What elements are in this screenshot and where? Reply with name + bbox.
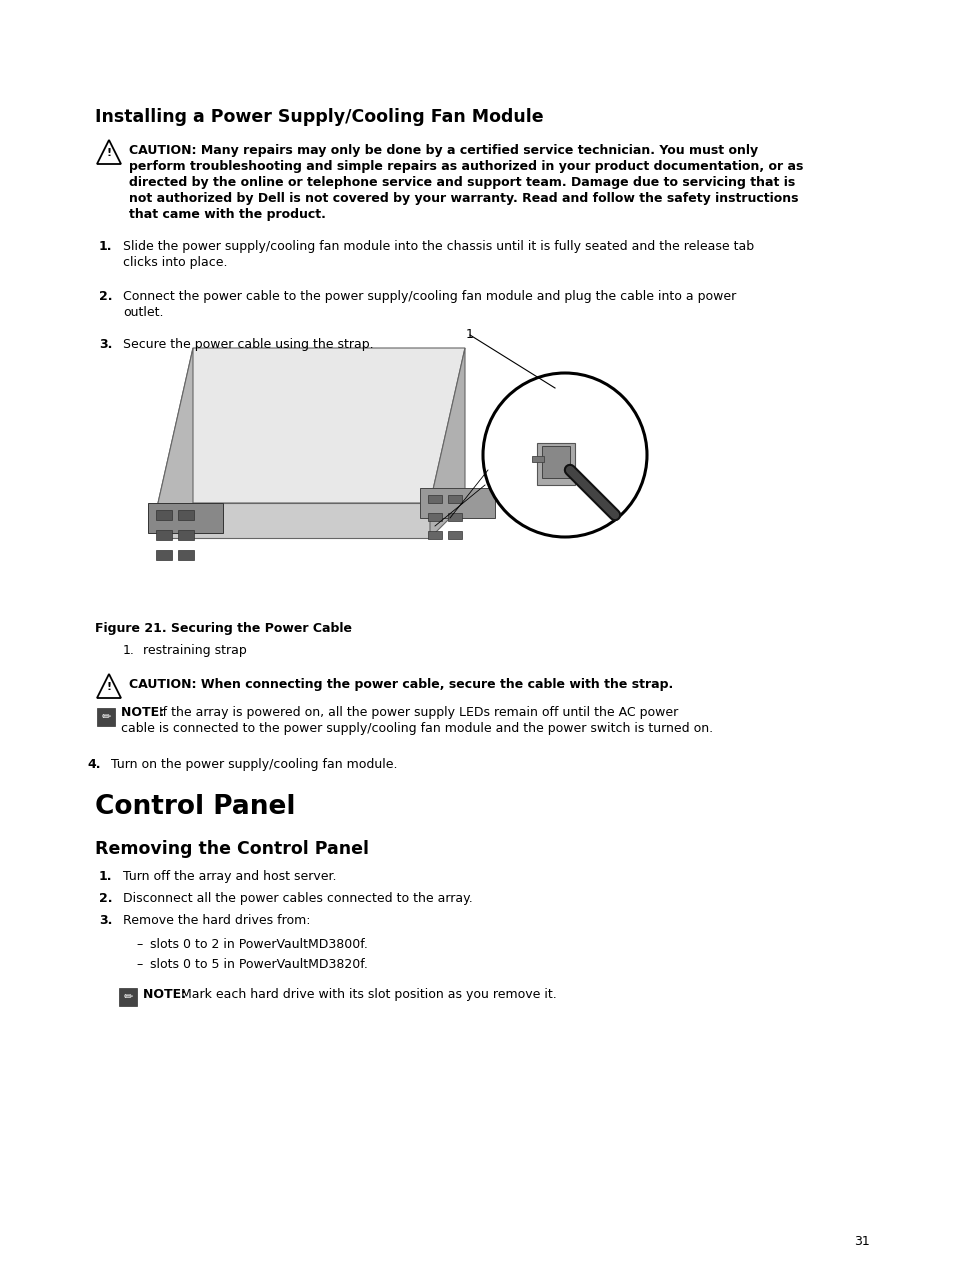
Text: cable is connected to the power supply/cooling fan module and the power switch i: cable is connected to the power supply/c… — [121, 721, 713, 735]
Bar — [541, 446, 569, 478]
Text: ✏: ✏ — [123, 992, 132, 1002]
Text: 1.: 1. — [99, 870, 112, 883]
Polygon shape — [148, 503, 223, 533]
Text: CAUTION: Many repairs may only be done by a certified service technician. You mu: CAUTION: Many repairs may only be done b… — [129, 145, 758, 157]
Polygon shape — [158, 347, 464, 503]
Text: Connect the power cable to the power supply/cooling fan module and plug the cabl: Connect the power cable to the power sup… — [123, 290, 736, 303]
Text: NOTE:: NOTE: — [121, 706, 169, 719]
Bar — [156, 530, 172, 540]
Bar — [428, 495, 441, 503]
Text: Secure the power cable using the strap.: Secure the power cable using the strap. — [123, 339, 374, 351]
Text: that came with the product.: that came with the product. — [129, 208, 326, 221]
Bar — [428, 531, 441, 539]
Text: ✏: ✏ — [101, 713, 111, 721]
Bar — [178, 530, 193, 540]
Text: –: – — [136, 938, 142, 951]
Text: directed by the online or telephone service and support team. Damage due to serv: directed by the online or telephone serv… — [129, 176, 795, 189]
Text: 3.: 3. — [99, 339, 112, 351]
Bar — [448, 495, 461, 503]
Text: Slide the power supply/cooling fan module into the chassis until it is fully sea: Slide the power supply/cooling fan modul… — [123, 240, 753, 254]
Bar — [537, 443, 575, 484]
Text: !: ! — [107, 148, 112, 158]
Text: slots 0 to 5 in PowerVaultMD3820f.: slots 0 to 5 in PowerVaultMD3820f. — [150, 959, 368, 971]
Bar — [178, 550, 193, 560]
Text: clicks into place.: clicks into place. — [123, 256, 227, 269]
Bar — [532, 456, 543, 462]
Bar — [428, 514, 441, 521]
Text: 1.: 1. — [99, 240, 112, 254]
Polygon shape — [430, 347, 464, 538]
Text: Control Panel: Control Panel — [95, 794, 295, 820]
Polygon shape — [419, 488, 495, 519]
Bar — [448, 531, 461, 539]
Text: NOTE:: NOTE: — [143, 988, 191, 1000]
Bar — [97, 708, 115, 727]
Circle shape — [482, 373, 646, 538]
Text: 3.: 3. — [99, 914, 112, 927]
Text: perform troubleshooting and simple repairs as authorized in your product documen: perform troubleshooting and simple repai… — [129, 160, 802, 172]
Text: Installing a Power Supply/Cooling Fan Module: Installing a Power Supply/Cooling Fan Mo… — [95, 108, 543, 126]
Text: 1.: 1. — [123, 644, 134, 657]
Text: slots 0 to 2 in PowerVaultMD3800f.: slots 0 to 2 in PowerVaultMD3800f. — [150, 938, 368, 951]
Text: Mark each hard drive with its slot position as you remove it.: Mark each hard drive with its slot posit… — [181, 988, 557, 1000]
Bar — [156, 510, 172, 520]
Bar — [178, 510, 193, 520]
Text: outlet.: outlet. — [123, 306, 163, 320]
Text: 4.: 4. — [87, 758, 100, 771]
Text: 2.: 2. — [99, 891, 112, 905]
Text: If the array is powered on, all the power supply LEDs remain off until the AC po: If the array is powered on, all the powe… — [159, 706, 678, 719]
Text: Figure 21. Securing the Power Cable: Figure 21. Securing the Power Cable — [95, 623, 352, 635]
Polygon shape — [158, 347, 193, 538]
Text: Disconnect all the power cables connected to the array.: Disconnect all the power cables connecte… — [123, 891, 473, 905]
Text: 2.: 2. — [99, 290, 112, 303]
Text: –: – — [136, 959, 142, 971]
Bar — [448, 514, 461, 521]
Text: 31: 31 — [853, 1235, 869, 1248]
Text: Removing the Control Panel: Removing the Control Panel — [95, 839, 369, 858]
Text: !: ! — [107, 682, 112, 692]
Text: restraining strap: restraining strap — [143, 644, 247, 657]
Bar — [156, 550, 172, 560]
Text: Turn off the array and host server.: Turn off the array and host server. — [123, 870, 336, 883]
Text: CAUTION: When connecting the power cable, secure the cable with the strap.: CAUTION: When connecting the power cable… — [129, 678, 673, 691]
Bar — [119, 988, 137, 1006]
Polygon shape — [158, 503, 430, 538]
Text: Turn on the power supply/cooling fan module.: Turn on the power supply/cooling fan mod… — [111, 758, 397, 771]
Text: not authorized by Dell is not covered by your warranty. Read and follow the safe: not authorized by Dell is not covered by… — [129, 191, 798, 205]
Text: Remove the hard drives from:: Remove the hard drives from: — [123, 914, 310, 927]
Text: 1: 1 — [466, 328, 474, 341]
